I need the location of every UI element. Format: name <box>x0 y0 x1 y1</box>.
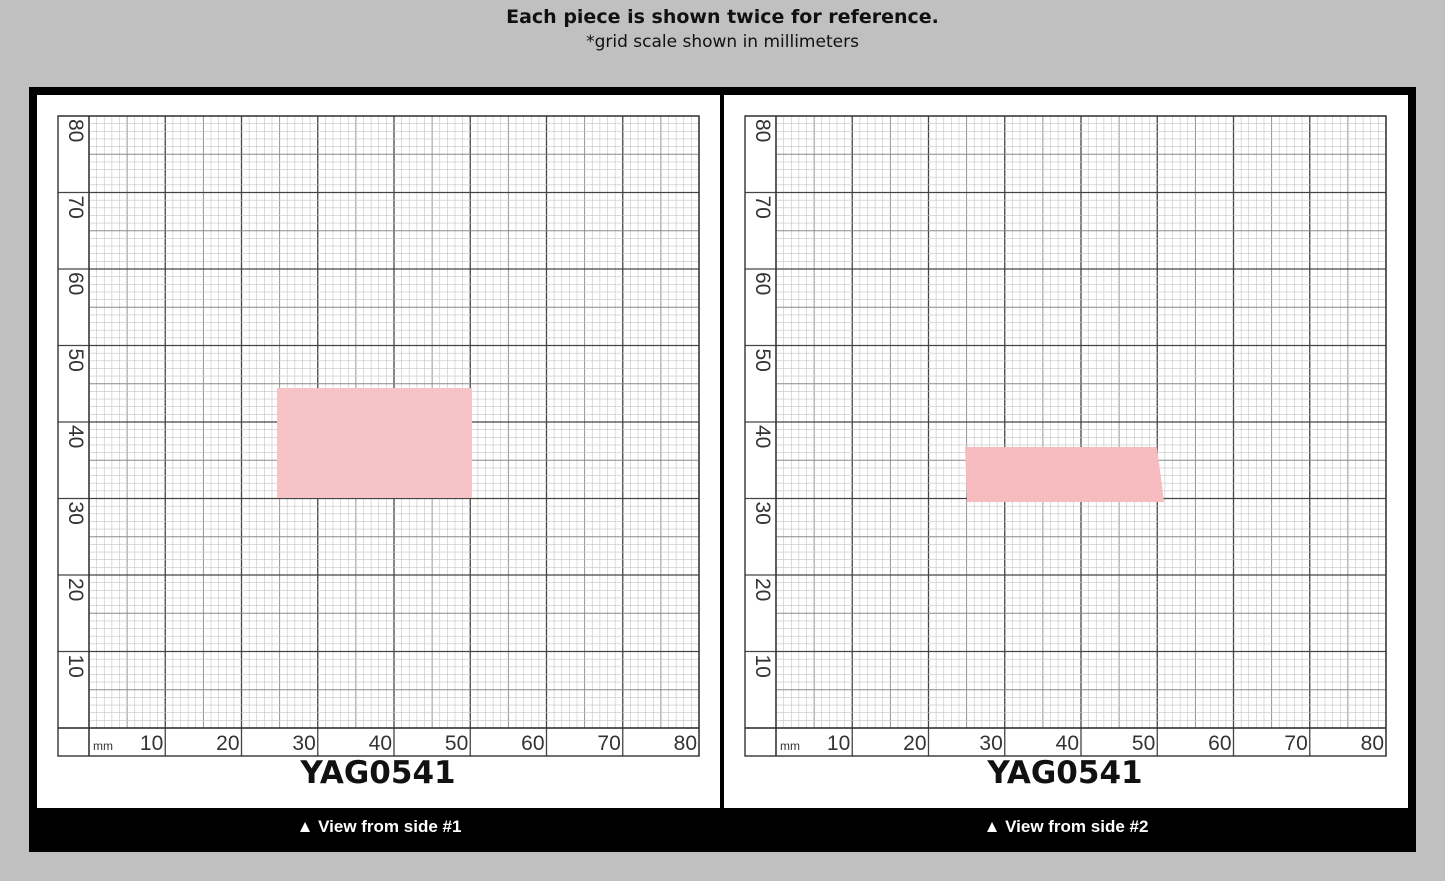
y-scale-label: 80 <box>64 119 87 142</box>
y-scale-label: 70 <box>64 196 87 219</box>
y-scale-label: 80 <box>751 119 774 142</box>
y-scale-label: 60 <box>64 272 87 295</box>
x-scale-label: 10 <box>827 732 850 755</box>
header-subtitle: *grid scale shown in millimeters <box>586 32 859 52</box>
grid-border <box>57 115 700 757</box>
sample-piece <box>965 447 1164 502</box>
y-scale-label: 10 <box>64 655 87 678</box>
y-scale-label: 30 <box>751 502 774 525</box>
x-scale-label: 20 <box>903 732 926 755</box>
caption: ▲ View from side #1 <box>296 817 462 836</box>
unit-label: mm <box>780 739 800 753</box>
x-scale-label: 30 <box>979 732 1002 755</box>
x-scale-label: 50 <box>445 732 468 755</box>
photo-panel: mm 10 20 30 40 50 60 70 80 10 20 30 40 50 60 70 80 YAG05… <box>37 95 720 808</box>
y-scale-label: 70 <box>751 196 774 219</box>
header-title: Each piece is shown twice for reference. <box>506 6 939 28</box>
y-scale-label: 60 <box>751 272 774 295</box>
x-scale-label: 20 <box>216 732 239 755</box>
x-scale-label: 80 <box>674 732 697 755</box>
x-scale-label: 30 <box>292 732 315 755</box>
x-scale-label: 60 <box>1208 732 1231 755</box>
x-scale-label: 40 <box>1056 732 1079 755</box>
y-scale-label: 30 <box>64 502 87 525</box>
grid-border <box>744 115 1387 757</box>
sample-label: YAG0541 <box>299 755 455 791</box>
x-scale-label: 80 <box>1361 732 1384 755</box>
x-scale-label: 40 <box>369 732 392 755</box>
sample-piece <box>277 388 472 498</box>
y-scale-label: 50 <box>751 349 774 372</box>
y-scale-label: 50 <box>64 349 87 372</box>
unit-label: mm <box>93 739 113 753</box>
sample-label: YAG0541 <box>986 755 1142 791</box>
y-scale-label: 40 <box>64 425 87 448</box>
y-scale-label: 20 <box>751 578 774 601</box>
y-scale-label: 20 <box>64 578 87 601</box>
x-scale-label: 50 <box>1132 732 1155 755</box>
caption: ▲ View from side #2 <box>983 817 1149 836</box>
x-scale-label: 70 <box>597 732 620 755</box>
x-scale-label: 10 <box>140 732 163 755</box>
x-scale-label: 60 <box>521 732 544 755</box>
photo-panel: mm 10 20 30 40 50 60 70 80 10 20 30 40 50 60 70 80 YAG05… <box>724 95 1408 808</box>
y-scale-label: 10 <box>751 655 774 678</box>
y-scale-label: 40 <box>751 425 774 448</box>
x-scale-label: 70 <box>1284 732 1307 755</box>
